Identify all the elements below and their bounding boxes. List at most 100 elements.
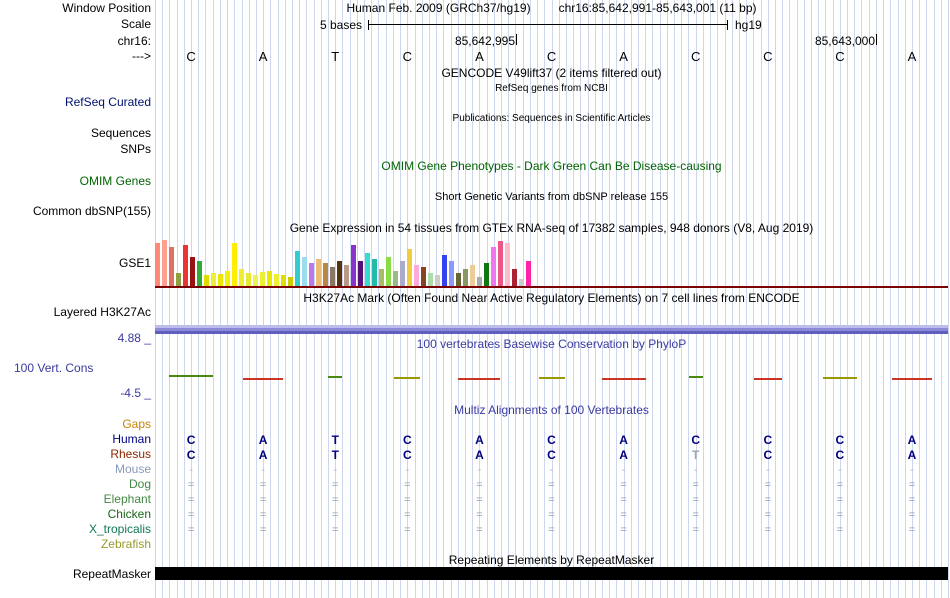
gridline [645,0,646,598]
scale-bar-left-tick [368,20,369,30]
sequence-base: A [258,49,268,64]
gridline [919,0,920,598]
gridline [912,0,913,598]
phylop-mark [243,378,284,380]
gtex-tissue-bar [239,269,244,287]
gridline [833,0,834,598]
gtex-tissue-bar [463,269,468,287]
coordinate-right-tick [876,34,877,45]
species-label-elephant[interactable]: Elephant [103,492,151,506]
alignment-base: T [331,448,339,462]
gtex-tissue-bar [505,243,510,287]
label-scale: Scale [120,17,151,31]
alignment-symbol: = [404,524,411,536]
gridline [364,0,365,598]
track-label-common-dbsnp[interactable]: Common dbSNP(155) [32,204,151,218]
alignment-symbol: - [693,464,698,476]
track-label-omim-genes[interactable]: OMIM Genes [79,174,151,188]
cons-scale-max: 4.88 _ [117,331,151,345]
gridline [263,0,264,598]
gridline [299,0,300,598]
species-label-mouse[interactable]: Mouse [114,462,151,476]
alignment-symbol: = [908,479,916,491]
track-label-100-vert-cons[interactable]: 100 Vert. Cons [14,361,94,375]
label-window-position: Window Position [62,1,151,15]
alignment-base: C [402,448,412,462]
gridline [429,0,430,598]
species-label-dog[interactable]: Dog [128,477,151,491]
alignment-symbol: = [259,509,267,521]
gtex-tissue-bar [323,263,328,287]
title-h3k27ac: H3K27Ac Mark (Often Found Near Active Re… [303,291,800,305]
gridline [242,0,243,598]
gridline [278,0,279,598]
gridline [638,0,639,598]
alignment-row-elephant[interactable]: = = = = = = = = = = = [155,493,948,507]
gridline [616,0,617,598]
gridline [371,0,372,598]
alignment-row-dog[interactable]: = = = = = = = = = = = [155,478,948,492]
gridline [667,0,668,598]
track-label-sequences[interactable]: Sequences [90,126,151,140]
gridline [443,0,444,598]
alignment-symbol: = [548,509,555,521]
gridline [335,0,336,598]
sequence-base: T [331,49,340,64]
species-label-chicken[interactable]: Chicken [107,507,151,521]
alignment-row-chicken[interactable]: = = = = = = = = = = = [155,508,948,522]
alignment-symbol: = [692,479,699,491]
track-label-gse1[interactable]: GSE1 [118,256,151,270]
track-label-layered-h3k27ac[interactable]: Layered H3K27Ac [53,305,151,319]
species-label-rhesus[interactable]: Rhesus [110,447,151,461]
alignment-base: A [619,448,628,462]
gridline [451,0,452,598]
h3k27ac-signal-bar[interactable] [155,325,948,334]
species-label-human[interactable]: Human [112,432,151,446]
genome-build-label: hg19 [735,18,762,32]
gridline [609,0,610,598]
alignment-row-x_tropicalis[interactable]: = = = = = = = = = = = [155,523,948,537]
gridline [559,0,560,598]
track-label-snps[interactable]: SNPs [120,142,151,156]
gridline [285,0,286,598]
gtex-tissue-bar [477,277,482,287]
phylop-mark [328,376,343,378]
gridline [854,0,855,598]
gtex-tissue-bar [190,257,195,287]
alignment-row-mouse[interactable]: ----------- [155,463,948,477]
cons-scale-min: -4.5 _ [120,386,151,400]
gtex-tissue-bar [519,279,524,287]
track-label-repeatmasker[interactable]: RepeatMasker [72,567,151,581]
species-label-zebrafish[interactable]: Zebrafish [100,537,151,551]
gtex-tissue-bar [232,243,237,287]
gridline [948,0,949,598]
gtex-tissue-bar [176,273,181,287]
gtex-expression-bars[interactable] [155,237,948,287]
alignment-symbol: = [476,509,483,521]
alignment-symbol: = [620,494,627,506]
alignment-base: A [258,433,268,447]
gridline [458,0,459,598]
alignment-base: C [691,433,701,447]
alignment-base: C [186,448,196,462]
repeatmasker-element-bar[interactable] [155,567,948,580]
gridline [321,0,322,598]
gridline [703,0,704,598]
gridline [941,0,942,598]
title-publications: Publications: Sequences in Scientific Ar… [452,113,651,124]
alignment-symbol: = [548,479,555,491]
species-label-gaps[interactable]: Gaps [122,417,151,431]
species-label-x_tropicalis[interactable]: X_tropicalis [88,522,151,536]
gridline [602,0,603,598]
gridline [782,0,783,598]
track-label-refseq-curated[interactable]: RefSeq Curated [64,95,151,109]
sequence-base: C [186,49,196,64]
alignment-symbol: = [836,479,844,491]
phylop-mark [458,378,501,380]
gridline [926,0,927,598]
alignment-symbol: = [476,494,483,506]
gridline [847,0,848,598]
